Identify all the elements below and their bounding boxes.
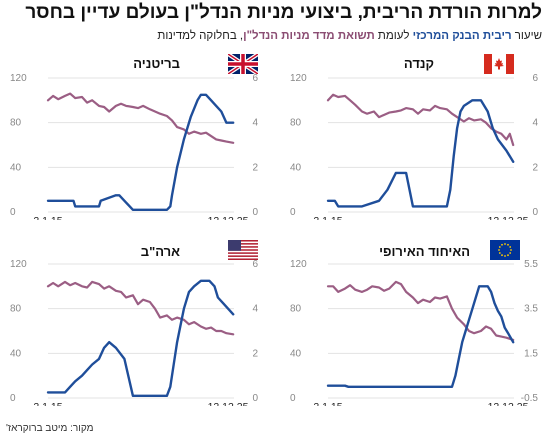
- uk-flag-icon: [228, 54, 258, 74]
- left-axis-tick-label: 0: [10, 207, 16, 218]
- chart-panel-canada: 0 40 80 120 0 2 4 6 2.1.15 12.12.25 קנדה: [288, 52, 550, 220]
- reit-index-line: [46, 280, 235, 336]
- left-axis-tick-label: 80: [290, 304, 302, 315]
- eu-flag-icon: [490, 240, 520, 260]
- right-axis-tick-label: 5.5: [524, 259, 538, 270]
- panel-title-uk: בריטניה: [133, 56, 180, 71]
- right-axis-tick-label: 6: [252, 259, 258, 270]
- chart-panel-eurozone: 0 40 80 120 -0.5 1.5 3.5 5.5 2.1.15 12.12.25 האיח…: [288, 238, 550, 406]
- x-axis-end-label: 12.12.25: [488, 215, 529, 220]
- left-axis-tick-label: 80: [290, 118, 302, 129]
- right-axis-tick-label: 3.5: [524, 304, 538, 315]
- x-axis-end-label: 12.12.25: [208, 401, 249, 406]
- subtitle-rate-label: ריבית הבנק המרכזי: [412, 30, 512, 42]
- left-axis-tick-label: 40: [10, 162, 22, 173]
- us-chart-svg: 0 40 80 120 0 2 4 6 2.1.15 12.12.25: [10, 259, 258, 406]
- policy-rate-line: [46, 93, 235, 211]
- left-axis-tick-label: 120: [10, 73, 27, 84]
- chart-panel-us: 0 40 80 120 0 2 4 6 2.1.15 12.12.25 ארה"ב: [8, 238, 270, 406]
- chart-panel-uk: 0 40 80 120 0 2 4 6 2.1.15 12.12.25 בריטניה: [8, 52, 270, 220]
- reit-index-line: [326, 93, 515, 147]
- eurozone-chart-svg: 0 40 80 120 -0.5 1.5 3.5 5.5 2.1.15 12.12.25: [290, 259, 539, 406]
- left-axis-tick-label: 120: [10, 259, 27, 270]
- right-axis-tick-label: 2: [252, 162, 258, 173]
- right-axis-tick-label: 6: [252, 73, 258, 84]
- us-flag-icon: [228, 240, 258, 260]
- left-axis-tick-label: 40: [10, 348, 22, 359]
- uk-chart-svg: 0 40 80 120 0 2 4 6 2.1.15 12.12.25: [10, 73, 258, 220]
- right-axis-tick-label: 1.5: [524, 348, 538, 359]
- right-axis-tick-label: 0: [252, 393, 258, 404]
- left-axis-tick-label: 120: [290, 259, 307, 270]
- source-note: מקור: מיטב ברוקראז': [6, 423, 94, 434]
- subtitle-mid: לעומת: [377, 30, 410, 42]
- right-axis-tick-label: -0.5: [521, 393, 539, 404]
- panel-title-eurozone: האיחוד האירופי: [379, 244, 470, 259]
- left-axis-tick-label: 0: [10, 393, 16, 404]
- subtitle-suffix: , בחלוקה למדינות: [157, 30, 244, 42]
- canada-chart-svg: 0 40 80 120 0 2 4 6 2.1.15 12.12.25: [290, 73, 538, 220]
- x-axis-start-label: 2.1.15: [313, 401, 342, 406]
- page-title: למרות הורדת הריבית, ביצועי מניות הנדל"ן …: [25, 2, 542, 23]
- policy-rate-line: [326, 285, 515, 388]
- panel-title-us: ארה"ב: [140, 244, 180, 259]
- right-axis-tick-label: 4: [252, 118, 258, 129]
- left-axis-tick-label: 80: [10, 118, 22, 129]
- policy-rate-line: [326, 99, 515, 208]
- left-axis-tick-label: 0: [290, 393, 296, 404]
- right-axis-tick-label: 2: [532, 162, 538, 173]
- left-axis-tick-label: 120: [290, 73, 307, 84]
- right-axis-tick-label: 0: [532, 207, 538, 218]
- right-axis-tick-label: 4: [252, 304, 258, 315]
- x-axis-start-label: 2.1.15: [313, 215, 342, 220]
- left-axis-tick-label: 0: [290, 207, 296, 218]
- subtitle-reit-label: תשואת מדד מניות הנדל"ן: [243, 30, 375, 42]
- right-axis-tick-label: 4: [532, 118, 538, 129]
- left-axis-tick-label: 40: [290, 162, 302, 173]
- reit-index-line: [326, 280, 515, 341]
- x-axis-end-label: 12.12.25: [208, 215, 249, 220]
- x-axis-end-label: 12.12.25: [488, 401, 529, 406]
- left-axis-tick-label: 80: [10, 304, 22, 315]
- right-axis-tick-label: 6: [532, 73, 538, 84]
- canada-flag-icon: [484, 54, 514, 74]
- right-axis-tick-label: 0: [252, 207, 258, 218]
- right-axis-tick-label: 2: [252, 348, 258, 359]
- x-axis-start-label: 2.1.15: [33, 401, 62, 406]
- panel-title-canada: קנדה: [403, 56, 434, 71]
- policy-rate-line: [46, 279, 235, 397]
- x-axis-start-label: 2.1.15: [33, 215, 62, 220]
- reit-index-line: [46, 92, 235, 144]
- page-subtitle: שיעור ריבית הבנק המרכזי לעומת תשואת מדד …: [157, 30, 542, 42]
- left-axis-tick-label: 40: [290, 348, 302, 359]
- subtitle-prefix: שיעור: [514, 30, 542, 42]
